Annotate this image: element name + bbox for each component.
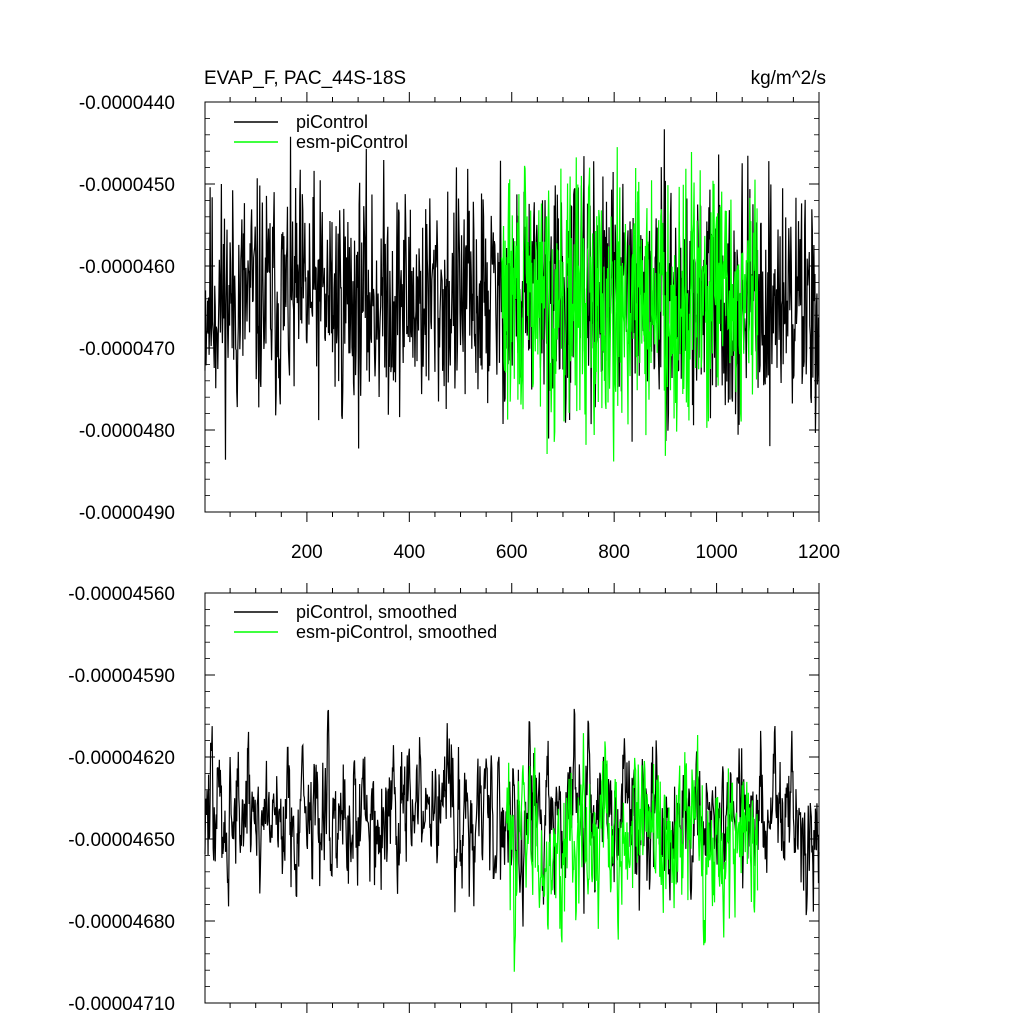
y-tick-label: -0.00004650 <box>68 830 175 851</box>
y-tick-label: -0.00004560 <box>68 584 175 605</box>
y-tick-label: -0.0000450 <box>79 175 175 196</box>
top-title: EVAP_F, PAC_44S-18S <box>204 68 406 89</box>
series-line-esm-picontrol <box>500 147 759 462</box>
y-tick-label: -0.00004680 <box>68 912 175 933</box>
y-tick-label: -0.00004620 <box>68 748 175 769</box>
y-tick-label: -0.0000490 <box>79 503 175 524</box>
top-legend-label-esm-picontrol: esm-piControl <box>296 132 408 152</box>
top-legend: piControl esm-piControl <box>234 112 408 152</box>
x-tick-label: 600 <box>496 542 528 563</box>
top-units-label: kg/m^2/s <box>751 68 826 89</box>
bottom-y-tick-labels: -0.00004560 -0.00004590 -0.00004620 -0.0000… <box>68 584 175 1015</box>
bottom-plot-frame <box>204 592 820 1004</box>
y-tick-label: -0.0000480 <box>79 421 175 442</box>
top-legend-label-picontrol: piControl <box>296 112 368 132</box>
bottom-legend: piControl, smoothed esm-piControl, smoot… <box>234 602 497 642</box>
x-tick-label: 200 <box>291 542 323 563</box>
top-series <box>204 129 820 462</box>
bottom-legend-label-esm-picontrol: esm-piControl, smoothed <box>296 622 497 642</box>
y-tick-label: -0.0000440 <box>79 93 175 114</box>
x-tick-label: 800 <box>598 542 630 563</box>
y-tick-label: -0.00004710 <box>68 994 175 1015</box>
bottom-series <box>204 708 820 972</box>
top-panel: EVAP_F, PAC_44S-18S kg/m^2/s -0.0000440-… <box>79 68 840 563</box>
bottom-panel: -0.00004560 -0.00004590 -0.00004620 -0.0000… <box>68 583 820 1015</box>
x-tick-label: 400 <box>393 542 425 563</box>
y-tick-label: -0.0000460 <box>79 257 175 278</box>
y-tick-label: -0.00004590 <box>68 666 175 687</box>
x-tick-label: 1200 <box>798 542 840 563</box>
top-plot-frame <box>204 101 820 513</box>
y-tick-label: -0.0000470 <box>79 339 175 360</box>
x-tick-label: 1000 <box>695 542 737 563</box>
bottom-legend-label-picontrol: piControl, smoothed <box>296 602 457 622</box>
series-line-esm-picontrol <box>506 733 759 972</box>
top-x-tick-labels: 200 400 600 800 1000 1200 <box>291 542 840 563</box>
top-y-tick-labels: -0.0000440 -0.0000450 -0.0000460 -0.0000470… <box>79 93 175 524</box>
